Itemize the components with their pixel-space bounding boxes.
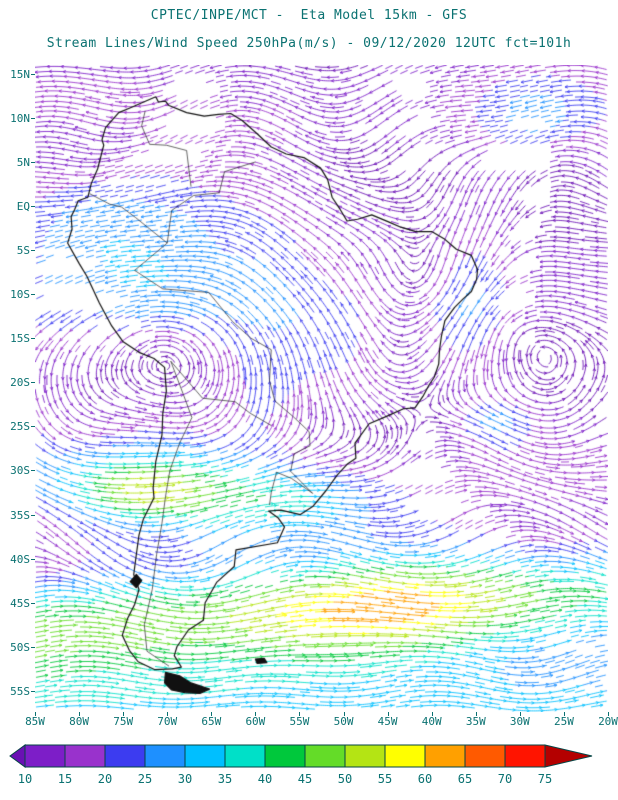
lon-tick-mark <box>35 712 36 716</box>
lat-tick-label: 5S <box>16 244 30 258</box>
colorbar-cell <box>184 744 226 768</box>
colorbar-cell <box>504 744 546 768</box>
colorbar-cell <box>304 744 346 768</box>
colorbar-cell <box>424 744 466 768</box>
colorbar-tick-label: 50 <box>337 772 353 786</box>
colorbar-over-arrow <box>544 744 593 768</box>
lat-tick-label: 15N <box>10 67 30 81</box>
lon-tick-mark <box>519 712 521 716</box>
lon-tick-mark <box>387 712 389 716</box>
lat-tick-label: 30S <box>10 464 30 478</box>
colorbar-cell <box>24 744 66 768</box>
lon-tick-label: 30W <box>509 715 530 728</box>
colorbar-cell <box>264 744 306 768</box>
lat-tick-label: EQ <box>16 200 30 214</box>
lon-tick-mark <box>79 712 81 716</box>
colorbar-cell <box>344 744 386 768</box>
colorbar-tick-label: 10 <box>17 772 33 786</box>
colorbar-tick-label: 40 <box>257 772 273 786</box>
lon-tick-label: 70W <box>157 715 178 728</box>
lon-tick-mark <box>123 712 125 716</box>
lat-tick-label: 35S <box>10 508 30 522</box>
colorbar-cell <box>224 744 266 768</box>
lon-tick-mark <box>475 712 477 716</box>
chart-subtitle: Stream Lines/Wind Speed 250hPa(m/s) - 09… <box>46 36 572 51</box>
lat-tick-label: 55S <box>10 684 30 698</box>
lat-tick-label: 20S <box>10 376 30 390</box>
lon-tick-mark <box>299 712 301 716</box>
colorbar-tick-label: 45 <box>297 772 313 786</box>
lat-tick-label: 10S <box>10 288 30 302</box>
colorbar-cell <box>464 744 506 768</box>
lon-tick-label: 65W <box>201 715 222 728</box>
lon-tick-mark <box>343 712 345 716</box>
lat-tick-label: 25S <box>10 420 30 434</box>
streamline-map-canvas <box>35 65 608 712</box>
colorbar-tick-label: 60 <box>417 772 433 786</box>
lon-tick-label: 45W <box>377 715 398 728</box>
lon-tick-mark <box>563 712 565 716</box>
lon-tick-mark <box>608 712 609 716</box>
lat-tick-label: 15S <box>10 332 30 346</box>
colorbar-tick-label: 25 <box>137 772 153 786</box>
lon-tick-label: 50W <box>333 715 354 728</box>
colorbar-tick-label: 30 <box>177 772 193 786</box>
chart-title: CPTEC/INPE/MCT - Eta Model 15km - GFS <box>150 8 468 23</box>
colorbar-tick-label: 35 <box>217 772 233 786</box>
colorbar-tick-label: 15 <box>57 772 73 786</box>
lat-tick-label: 5N <box>16 155 30 169</box>
colorbar-cell <box>64 744 106 768</box>
colorbar-tick-label: 75 <box>537 772 553 786</box>
colorbar-tick-label: 70 <box>497 772 513 786</box>
lon-tick-mark <box>255 712 257 716</box>
lon-tick-label: 85W <box>25 715 45 728</box>
lon-tick-label: 25W <box>553 715 574 728</box>
lat-tick-label: 50S <box>10 640 30 654</box>
lon-tick-label: 55W <box>289 715 310 728</box>
lon-tick-label: 60W <box>245 715 266 728</box>
lon-tick-mark <box>167 712 169 716</box>
lon-tick-mark <box>211 712 213 716</box>
lat-tick-label: 10N <box>10 111 30 125</box>
wind-speed-colorbar <box>9 744 593 768</box>
lon-tick-label: 75W <box>113 715 134 728</box>
colorbar-cell <box>384 744 426 768</box>
colorbar-cell <box>104 744 146 768</box>
lon-tick-label: 40W <box>421 715 442 728</box>
colorbar-cell <box>144 744 186 768</box>
lon-tick-mark <box>431 712 433 716</box>
colorbar-tick-label: 20 <box>97 772 113 786</box>
colorbar-tick-label: 65 <box>457 772 473 786</box>
colorbar-labels: 10 15 20 25 30 35 40 45 50 55 60 65 70 75 <box>0 772 618 788</box>
lat-tick-label: 40S <box>10 552 30 566</box>
colorbar-tick-label: 55 <box>377 772 393 786</box>
lon-tick-label: 20W <box>598 715 618 728</box>
colorbar-under-arrow <box>9 744 26 768</box>
lon-tick-label: 35W <box>465 715 486 728</box>
lat-tick-label: 45S <box>10 596 30 610</box>
lon-tick-label: 80W <box>69 715 89 728</box>
